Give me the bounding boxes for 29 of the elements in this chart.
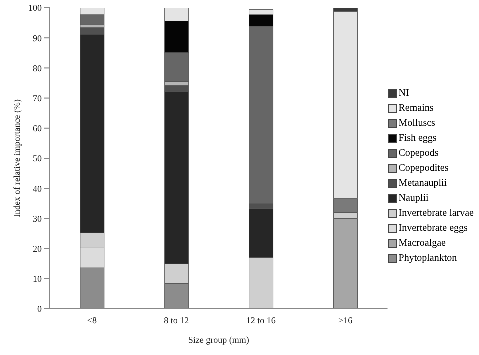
legend-label: Macroalgae xyxy=(398,238,446,248)
legend-label: Copepodites xyxy=(398,162,449,174)
y-tick-label: 20 xyxy=(33,244,42,254)
y-tick-label: 40 xyxy=(33,184,42,194)
x-tick-label: <8 xyxy=(87,315,98,326)
x-axis-title: Size group (mm) xyxy=(188,335,250,345)
x-tick-label: 8 to 12 xyxy=(164,315,190,326)
legend-label: NI xyxy=(398,88,410,98)
y-tick-label: 90 xyxy=(33,33,42,44)
x-tick-label: 12 to 16 xyxy=(246,315,276,326)
y-tick-label: 30 xyxy=(33,214,42,224)
y-tick-label: 0 xyxy=(38,304,42,314)
y-tick-label: 10 xyxy=(33,274,42,284)
y-tick-label: 100 xyxy=(28,3,42,14)
legend-label: Nauplii xyxy=(398,192,429,204)
y-tick-label: 80 xyxy=(33,63,42,74)
legend-label: Remains xyxy=(398,102,434,114)
legend-label: Metanauplii xyxy=(398,178,448,188)
y-tick-label: 60 xyxy=(33,124,42,134)
y-axis-title: Index of relative importance (%) xyxy=(12,100,22,218)
x-tick-label: >16 xyxy=(338,315,354,326)
y-tick-label: 70 xyxy=(33,93,42,104)
y-tick-label: 50 xyxy=(33,154,42,164)
legend-label: Invertebrate larvae xyxy=(398,208,474,218)
legend-label: Copepods xyxy=(398,148,439,158)
legend-label: Fish eggs xyxy=(398,132,437,144)
legend-label: Invertebrate eggs xyxy=(398,222,468,234)
legend-label: Molluscs xyxy=(398,118,436,128)
legend-label: Phytoplankton xyxy=(398,252,458,264)
